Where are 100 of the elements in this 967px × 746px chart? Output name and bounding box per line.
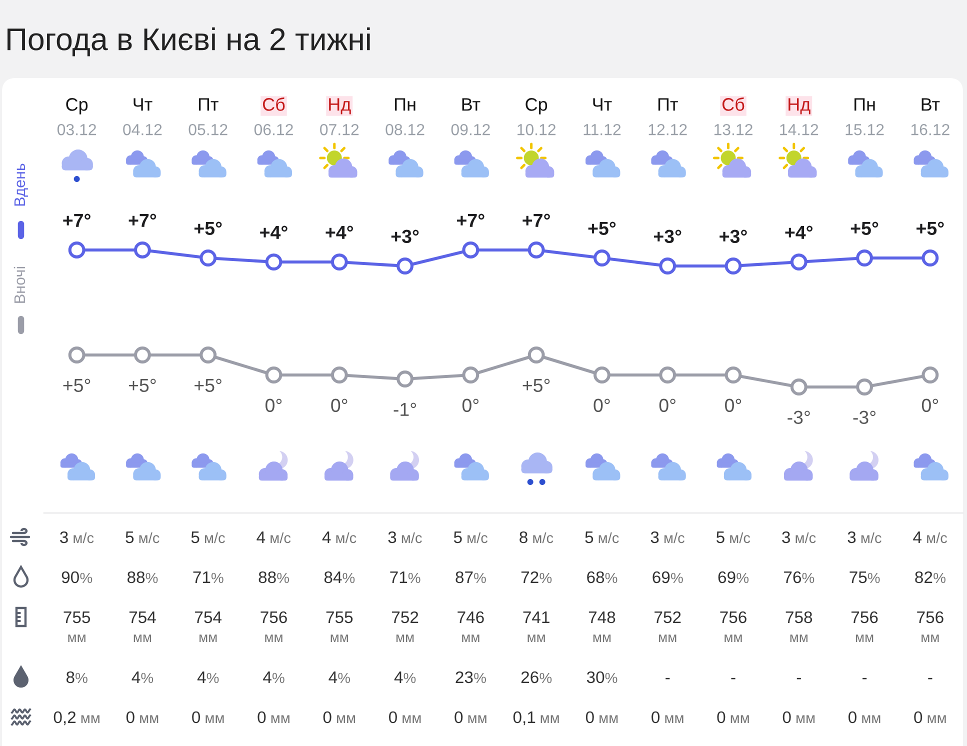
x-tick-label: Сб 06.12 bbox=[254, 97, 293, 136]
text: 756 мм bbox=[917, 611, 944, 642]
text: 0 мм bbox=[389, 711, 421, 724]
text: 26% bbox=[521, 671, 552, 684]
text: 756 мм bbox=[720, 611, 746, 642]
x-tick-label: Нд 07.12 bbox=[320, 98, 359, 136]
point bbox=[330, 366, 348, 384]
x-tick-label: Ср 10.12 bbox=[518, 98, 556, 136]
x-tick-label: Вт 16.12 bbox=[911, 98, 950, 136]
text: 8 м/с bbox=[520, 531, 554, 544]
data-label: +5° bbox=[588, 222, 616, 236]
text: 0 мм bbox=[192, 711, 224, 724]
data-label: -1° bbox=[394, 402, 416, 416]
text: 0 мм bbox=[323, 711, 356, 724]
point bbox=[593, 250, 610, 266]
text: 69% bbox=[718, 571, 749, 584]
text: 82% bbox=[915, 571, 946, 584]
text: 755 мм bbox=[64, 612, 90, 642]
text: 0 мм bbox=[126, 711, 158, 724]
text: 758 мм bbox=[786, 611, 812, 642]
text: 71% bbox=[193, 572, 224, 584]
data-label: +3° bbox=[654, 230, 682, 244]
x-tick-label: Вт 09.12 bbox=[451, 98, 490, 136]
text: 0,2 мм bbox=[54, 711, 100, 726]
point bbox=[528, 346, 545, 364]
data-label: 0° bbox=[331, 398, 348, 412]
data-label: +5° bbox=[194, 222, 222, 236]
text: 23% bbox=[456, 671, 486, 684]
point bbox=[922, 366, 939, 384]
data-label: 0° bbox=[922, 398, 938, 412]
text: 76% bbox=[784, 571, 814, 584]
text: 756 мм bbox=[260, 611, 287, 642]
x-tick-label: Пт 05.12 bbox=[188, 98, 228, 136]
text: 84% bbox=[324, 571, 355, 584]
point bbox=[396, 370, 414, 388]
data-label: +3° bbox=[720, 230, 747, 244]
x-tick-label: Нд 14.12 bbox=[780, 98, 818, 136]
text: 0 мм bbox=[848, 711, 880, 724]
point bbox=[856, 250, 874, 266]
text: - bbox=[862, 678, 867, 680]
text: 0 мм bbox=[586, 711, 618, 724]
data-label: +5° bbox=[63, 378, 90, 392]
point bbox=[134, 346, 151, 364]
data-label: 0° bbox=[725, 398, 742, 412]
data-label: +7° bbox=[457, 214, 484, 227]
text: 4 м/с bbox=[256, 532, 291, 544]
text: 87% bbox=[456, 571, 486, 584]
text: 90% bbox=[62, 571, 92, 584]
text: 88% bbox=[128, 571, 158, 584]
point bbox=[265, 366, 282, 384]
text: 0 мм bbox=[717, 711, 749, 724]
point bbox=[462, 366, 480, 384]
data-label: 0° bbox=[462, 398, 479, 412]
data-label: +3° bbox=[391, 230, 419, 244]
text: 0 мм bbox=[914, 711, 946, 724]
text: 5 м/с bbox=[585, 532, 619, 544]
text: 754 мм bbox=[129, 612, 156, 642]
data-label: 0° bbox=[594, 398, 610, 412]
text: 741 мм bbox=[523, 612, 550, 642]
text: 4% bbox=[197, 672, 219, 684]
text: 746 мм bbox=[458, 611, 484, 642]
text: 5 м/с bbox=[454, 532, 488, 544]
data-label: +5° bbox=[522, 378, 550, 392]
point bbox=[593, 366, 610, 384]
data-label: -3° bbox=[853, 410, 876, 424]
text: 75% bbox=[850, 572, 880, 584]
text: 4 м/с bbox=[322, 532, 356, 544]
point bbox=[462, 242, 480, 258]
text: Вночі bbox=[14, 266, 26, 303]
data-label: +7° bbox=[522, 214, 550, 227]
text: 0 мм bbox=[258, 711, 290, 724]
text: 4% bbox=[394, 672, 416, 684]
data-label: +5° bbox=[194, 378, 222, 392]
x-tick-label: Пн 15.12 bbox=[846, 98, 884, 136]
text: 756 мм bbox=[851, 611, 878, 642]
data-label: +4° bbox=[260, 226, 288, 239]
text: 0 мм bbox=[454, 711, 486, 724]
text: 754 мм bbox=[195, 612, 222, 642]
point bbox=[68, 346, 86, 364]
point bbox=[790, 254, 808, 270]
text: - bbox=[666, 678, 670, 680]
text: - bbox=[731, 678, 736, 680]
point bbox=[528, 242, 545, 258]
x-tick-label: Чт 04.12 bbox=[123, 98, 162, 136]
data-label: +4° bbox=[326, 226, 354, 239]
point bbox=[724, 258, 742, 274]
text: 755 мм bbox=[326, 612, 353, 642]
data-label: +4° bbox=[785, 226, 813, 239]
text: - bbox=[928, 678, 932, 680]
text: 752 мм bbox=[392, 611, 418, 642]
text: 5 м/с bbox=[191, 532, 225, 544]
text: - bbox=[796, 678, 801, 680]
point bbox=[134, 242, 151, 258]
point bbox=[265, 254, 282, 270]
text: 68% bbox=[587, 571, 618, 584]
point bbox=[330, 254, 348, 270]
point bbox=[922, 250, 939, 266]
point bbox=[856, 378, 874, 396]
text: 8% bbox=[66, 671, 88, 684]
data-label: +5° bbox=[128, 378, 156, 392]
